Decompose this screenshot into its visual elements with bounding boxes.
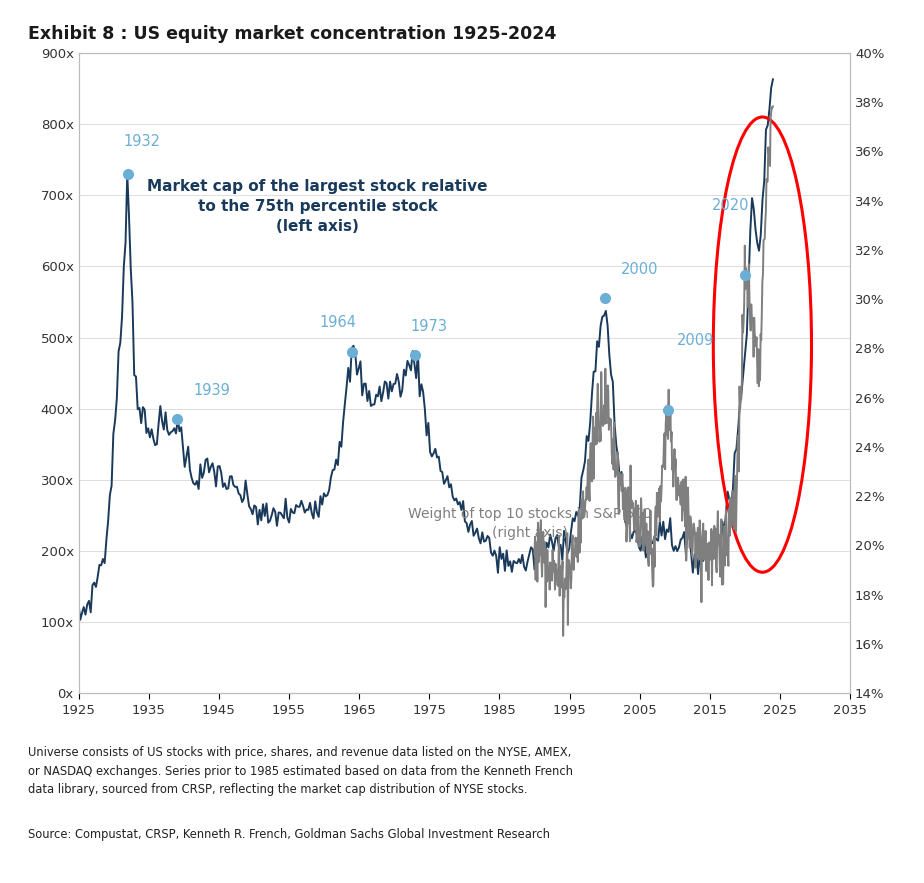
Text: 1964: 1964 <box>320 315 357 330</box>
Text: 2009: 2009 <box>677 334 714 349</box>
Text: 1932: 1932 <box>123 134 160 149</box>
Text: 2000: 2000 <box>621 262 659 277</box>
Text: Weight of top 10 stocks in S&P 500
(right axis): Weight of top 10 stocks in S&P 500 (righ… <box>408 508 651 540</box>
Text: Source: Compustat, CRSP, Kenneth R. French, Goldman Sachs Global Investment Rese: Source: Compustat, CRSP, Kenneth R. Fren… <box>28 828 550 841</box>
Text: Market cap of the largest stock relative
to the 75th percentile stock
(left axis: Market cap of the largest stock relative… <box>148 179 488 234</box>
Text: 1973: 1973 <box>411 319 448 334</box>
Text: 2020: 2020 <box>712 198 749 213</box>
Text: Exhibit 8 : US equity market concentration 1925-2024: Exhibit 8 : US equity market concentrati… <box>28 25 556 42</box>
Text: 1939: 1939 <box>193 383 230 398</box>
Text: Universe consists of US stocks with price, shares, and revenue data listed on th: Universe consists of US stocks with pric… <box>28 746 573 796</box>
